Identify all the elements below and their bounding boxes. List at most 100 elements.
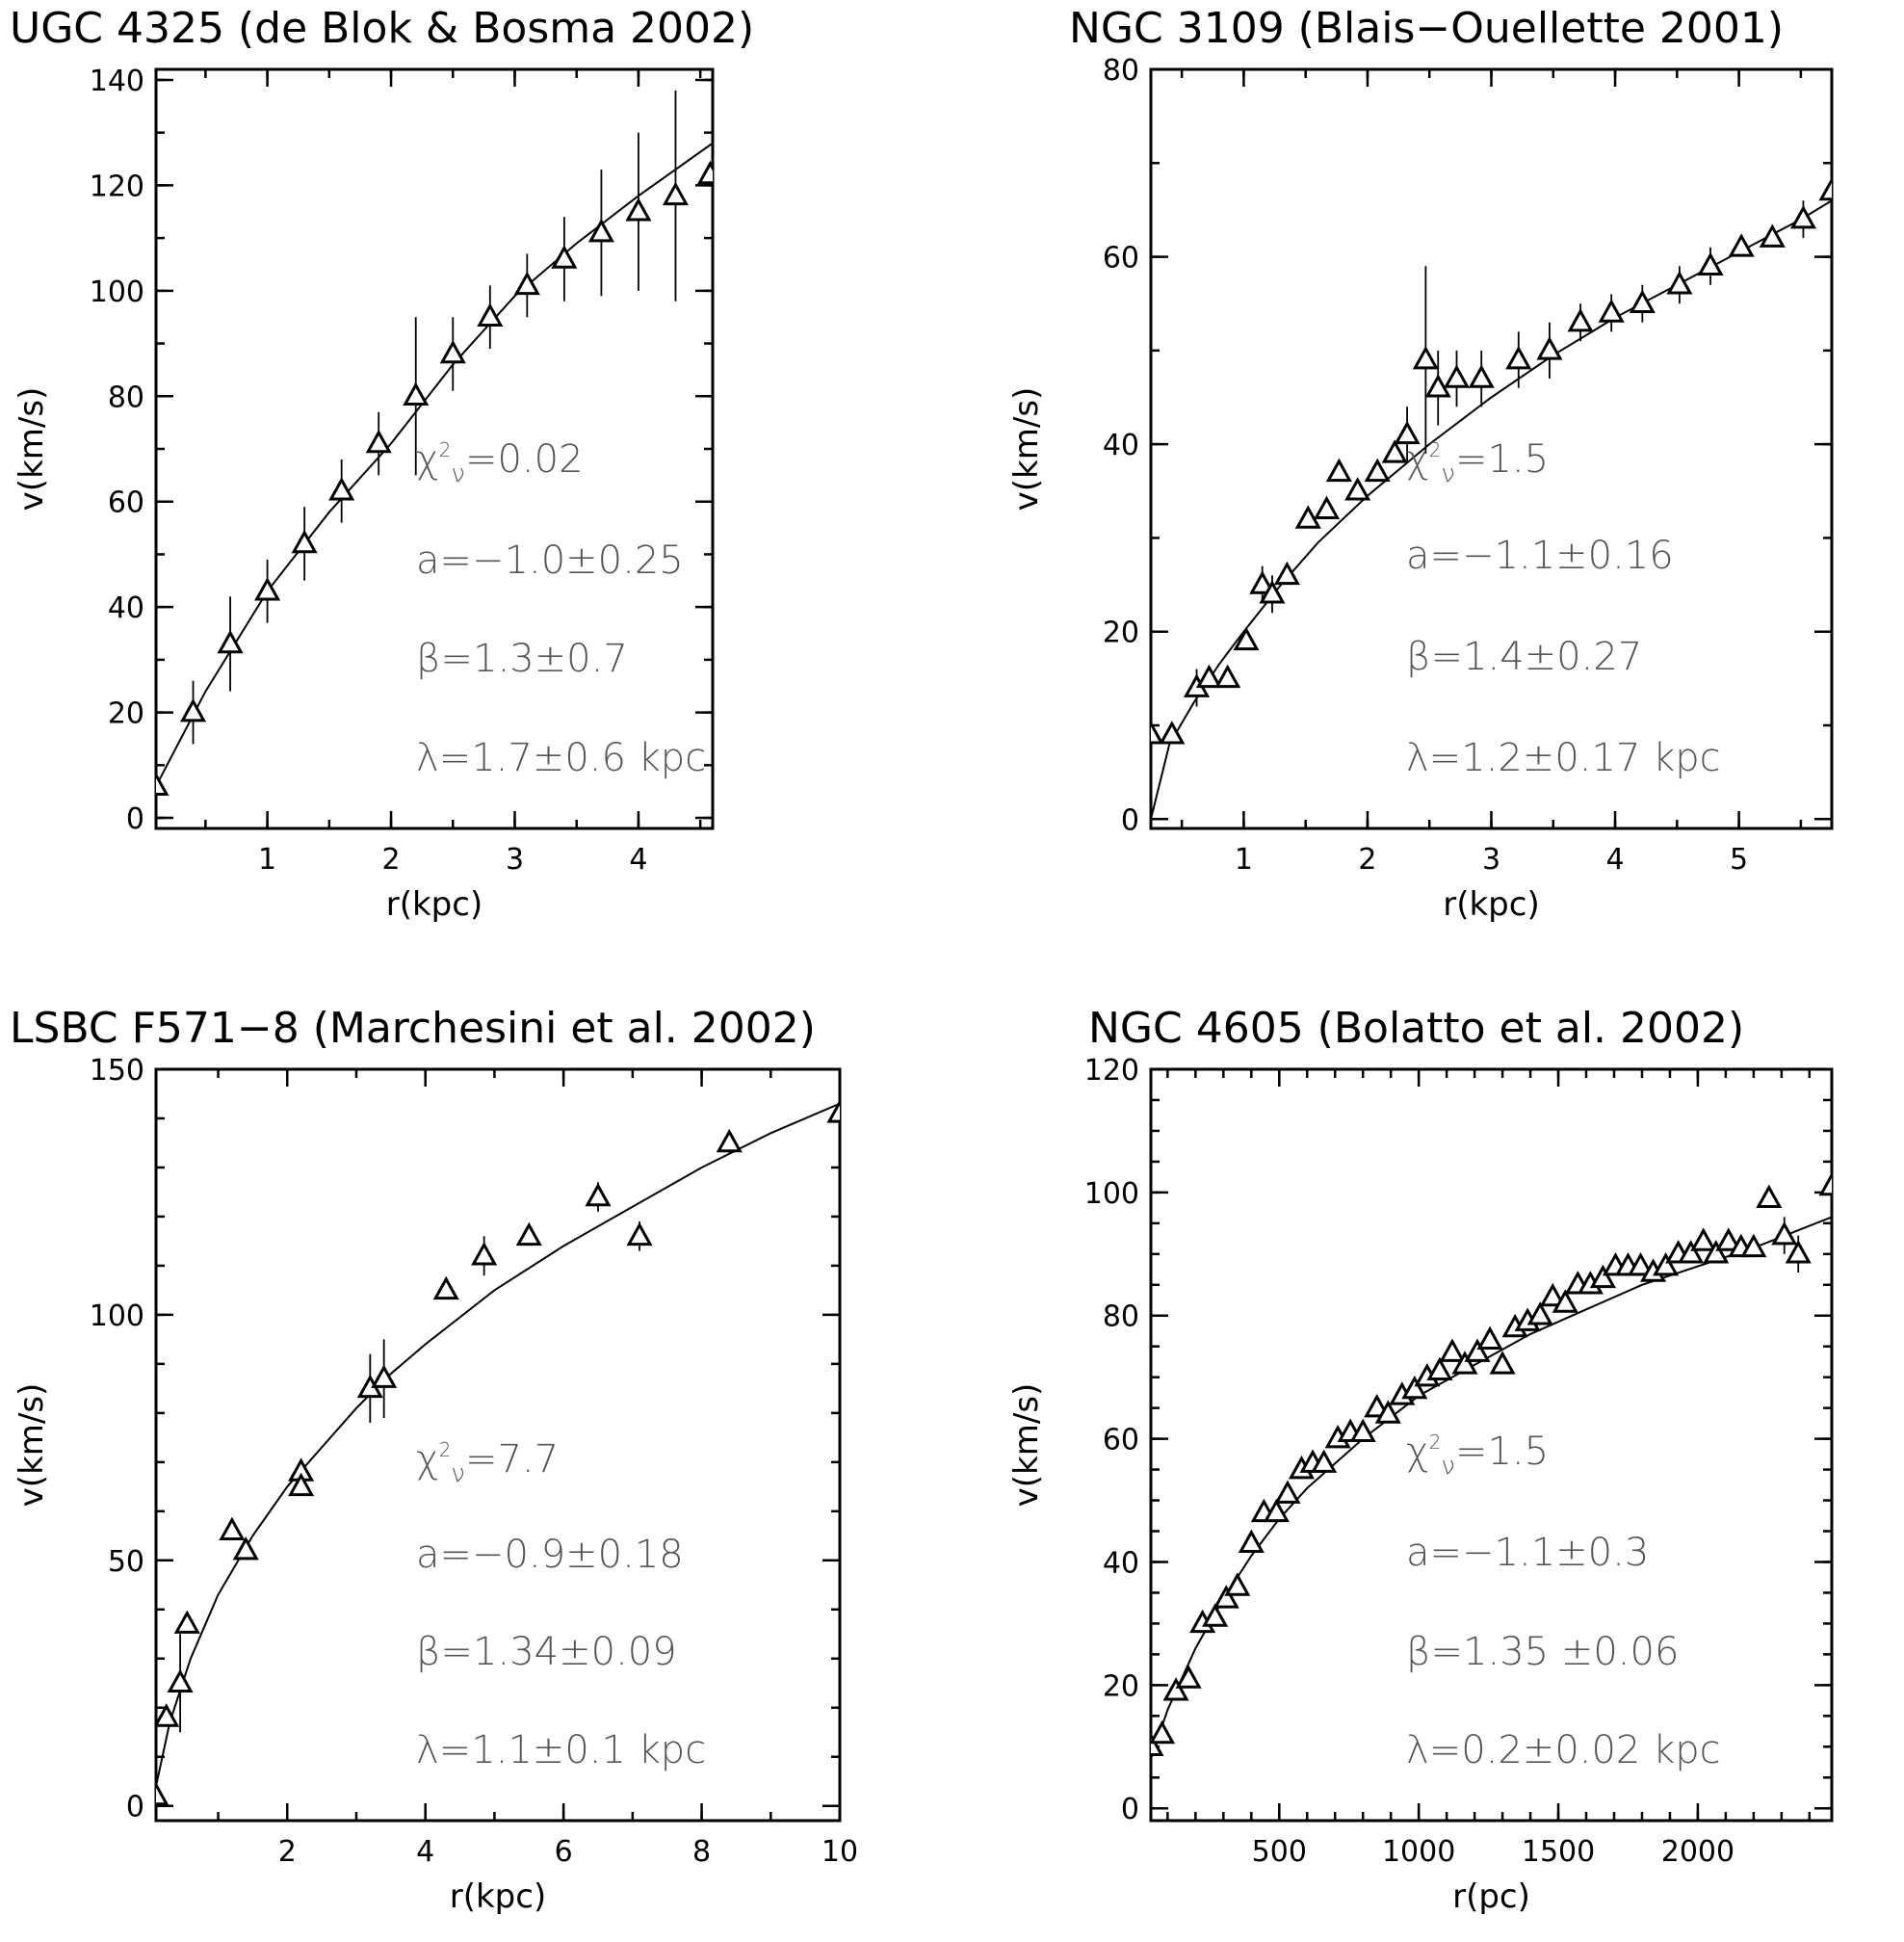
y-tick-label: 120 <box>90 170 144 203</box>
data-point <box>1249 570 1276 594</box>
annotation-chi-square: χ2ν=7.7 <box>416 1437 559 1488</box>
data-point <box>1552 1289 1578 1313</box>
plot-area <box>156 1099 840 1806</box>
data-point <box>1349 1418 1376 1442</box>
data-point <box>1162 1677 1189 1701</box>
data-point <box>1424 374 1451 398</box>
data-point <box>1224 1572 1251 1596</box>
x-tick-label: 2000 <box>1661 1835 1734 1869</box>
data-point <box>1653 1251 1680 1276</box>
data-point <box>232 1535 259 1561</box>
data-point <box>1412 345 1439 370</box>
annotation-parameter: β=1.34±0.09 <box>416 1630 677 1674</box>
chi-superscript: 2 <box>439 1438 452 1461</box>
y-tick-label: 80 <box>1103 1300 1139 1334</box>
data-point <box>1589 1264 1616 1289</box>
data-point <box>1274 1480 1301 1504</box>
x-axis-label: r(kpc) <box>1443 885 1539 924</box>
data-point <box>1567 308 1594 332</box>
chart-title: UGC 4325 (de Blok & Bosma 2002) <box>10 4 754 53</box>
chi-value: =7.7 <box>465 1437 559 1482</box>
data-point <box>1789 205 1816 229</box>
data-point <box>1151 721 1164 745</box>
fit-curve <box>1151 1216 1832 1760</box>
annotation-parameter: λ=1.2±0.17 kpc <box>1406 736 1721 780</box>
data-point <box>1756 1184 1783 1209</box>
y-tick-label: 20 <box>1103 617 1139 650</box>
data-point <box>1151 1719 1176 1745</box>
chi-value: =1.5 <box>1455 1430 1549 1474</box>
x-tick-label: 4 <box>629 843 647 877</box>
chart-panel-4: NGC 4605 (Bolatto et al. 2002) 500 1000 150… <box>1007 1004 1834 1916</box>
data-point <box>1294 505 1321 529</box>
data-point <box>1526 1301 1553 1325</box>
chart-panel-1: UGC 4325 (de Blok & Bosma 2002)1 2 3 402040… <box>10 4 754 924</box>
data-point <box>1818 1171 1832 1196</box>
data-point <box>1715 1227 1742 1251</box>
chi-subscript: ν <box>1441 459 1455 488</box>
chart-title: NGC 4605 (Bolatto et al. 2002) <box>1088 1004 1744 1053</box>
x-tick-label: 10 <box>822 1835 858 1869</box>
data-point <box>1344 477 1371 501</box>
data-point <box>1703 1240 1730 1264</box>
data-point <box>1678 1240 1705 1264</box>
y-tick-label: 120 <box>1084 1054 1139 1088</box>
y-tick-label: 40 <box>1103 1546 1139 1580</box>
annotation-parameter: β=1.3±0.7 <box>416 637 628 681</box>
chi-superscript: 2 <box>1429 438 1442 461</box>
y-tick-label: 0 <box>126 802 144 836</box>
data-point <box>471 1242 498 1266</box>
y-tick-label: 20 <box>1103 1669 1139 1703</box>
chi-value: =0.02 <box>465 437 584 482</box>
chi-symbol: χ <box>416 437 439 482</box>
y-tick-label: 0 <box>1121 1793 1139 1826</box>
data-point <box>1202 1603 1229 1627</box>
data-point <box>1394 420 1421 445</box>
x-tick-label: 1000 <box>1382 1835 1455 1869</box>
data-point <box>626 1221 653 1247</box>
data-point <box>1818 176 1832 201</box>
y-tick-label: 0 <box>1121 803 1139 837</box>
annotation-parameter: β=1.4±0.27 <box>1406 635 1642 679</box>
chi-symbol: χ <box>1406 437 1429 482</box>
data-point <box>1690 1227 1717 1251</box>
data-point <box>1451 1351 1478 1375</box>
x-tick-label: 5 <box>1730 843 1748 877</box>
data-point <box>291 529 318 554</box>
data-point <box>587 219 614 243</box>
x-tick-label: 500 <box>1252 1835 1307 1869</box>
data-point <box>551 245 578 269</box>
data-point <box>1629 289 1656 313</box>
data-point <box>1159 721 1186 745</box>
x-tick-label: 1500 <box>1522 1835 1595 1869</box>
data-point <box>217 629 244 654</box>
x-axis-label: r(kpc) <box>450 1877 546 1916</box>
x-tick-label: 2 <box>381 843 400 877</box>
data-point <box>1759 223 1786 248</box>
x-axis-label: r(pc) <box>1452 1877 1530 1916</box>
data-point <box>1740 1233 1767 1258</box>
data-point <box>1195 664 1222 689</box>
annotation-parameter: λ=1.7±0.6 kpc <box>416 736 706 780</box>
data-point <box>716 1128 743 1153</box>
data-point <box>1263 1498 1290 1523</box>
data-point <box>1311 1449 1338 1473</box>
data-point <box>1426 1356 1453 1381</box>
data-point <box>365 429 392 454</box>
data-point <box>1697 251 1724 276</box>
data-point <box>477 302 504 327</box>
x-tick-label: 4 <box>1605 843 1624 877</box>
chi-superscript: 2 <box>1429 1430 1442 1454</box>
plot-frame <box>1149 1067 1834 1823</box>
data-point <box>1313 495 1341 519</box>
annotation-parameter: a=−1.0±0.25 <box>416 538 684 583</box>
data-point <box>1785 1240 1812 1264</box>
data-point <box>1468 364 1495 388</box>
data-point <box>826 1099 840 1123</box>
chi-subscript: ν <box>451 1459 465 1488</box>
y-tick-label: 40 <box>108 591 144 625</box>
data-point <box>1213 1585 1239 1609</box>
fit-curve <box>1151 199 1832 820</box>
plot-area <box>1151 1171 1832 1760</box>
data-point <box>432 1275 459 1300</box>
